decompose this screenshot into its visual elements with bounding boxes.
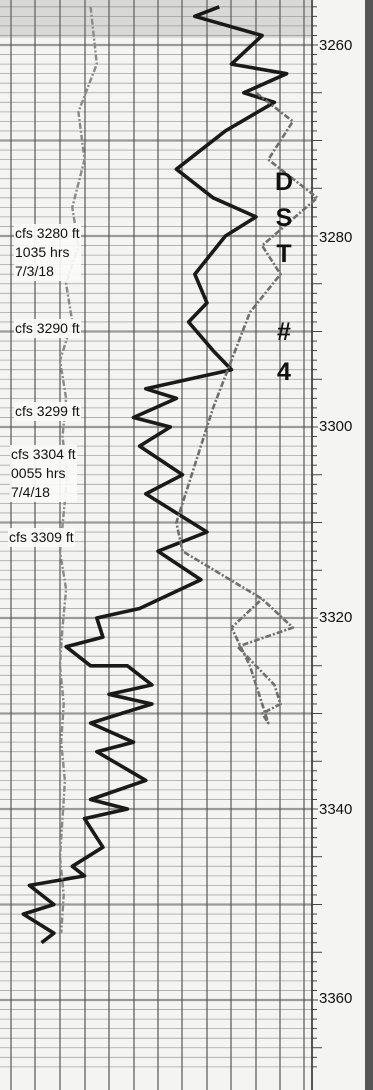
annotation-line: 1035 hrs bbox=[15, 244, 70, 260]
dst-letter-t: T bbox=[276, 240, 292, 268]
annotation-line: 7/4/18 bbox=[11, 484, 50, 500]
header-shading bbox=[0, 0, 312, 38]
annotation-line: cfs 3299 ft bbox=[15, 403, 80, 419]
depth-label-3260: 3260 bbox=[318, 37, 354, 54]
depth-label-3300: 3300 bbox=[318, 418, 354, 435]
log-curve-gray bbox=[58, 6, 99, 934]
annotation-line: cfs 3309 ft bbox=[9, 529, 74, 545]
dst-number: 4 bbox=[277, 358, 291, 386]
log-curves bbox=[21, 5, 319, 945]
log-curve-medium-gray bbox=[175, 91, 319, 725]
annotation-line: cfs 3290 ft bbox=[15, 320, 80, 336]
annotation-line: 7/3/18 bbox=[15, 263, 54, 279]
depth-label-3340: 3340 bbox=[318, 801, 354, 818]
annotation-cfs-3299: cfs 3299 ft bbox=[14, 402, 81, 421]
dst-letter-s: S bbox=[275, 204, 293, 232]
annotation-cfs-3309: cfs 3309 ft bbox=[8, 528, 75, 547]
log-curve-dark bbox=[21, 5, 289, 945]
annotation-cfs-3290: cfs 3290 ft bbox=[14, 319, 81, 338]
annotation-line: cfs 3304 ft bbox=[11, 446, 76, 462]
depth-label-3280: 3280 bbox=[318, 229, 354, 246]
dst-letter-d: D bbox=[274, 168, 294, 196]
annotation-cfs-3280: cfs 3280 ft 1035 hrs 7/3/18 bbox=[14, 224, 81, 281]
depth-label-3320: 3320 bbox=[318, 609, 354, 626]
annotation-line: cfs 3280 ft bbox=[15, 225, 80, 241]
right-edge-bar bbox=[366, 0, 373, 1090]
annotation-cfs-3304: cfs 3304 ft 0055 hrs 7/4/18 bbox=[10, 445, 77, 502]
annotation-line: 0055 hrs bbox=[11, 465, 66, 481]
depth-label-3360: 3360 bbox=[318, 990, 354, 1007]
dst-hash: # bbox=[277, 318, 291, 346]
